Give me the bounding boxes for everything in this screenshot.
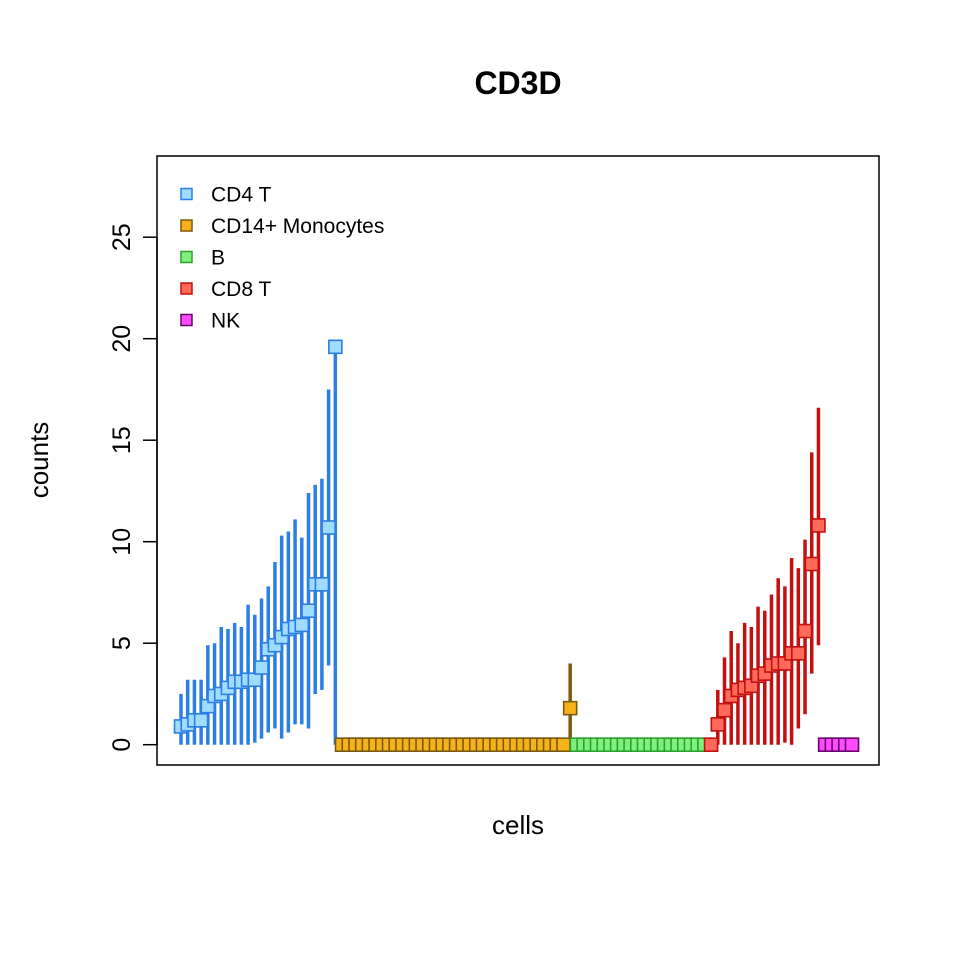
- nk-point: [844, 737, 860, 753]
- cd8-t-point: [703, 737, 719, 753]
- cd4-t-point: [301, 603, 316, 619]
- cd4-t-point: [328, 339, 343, 355]
- cd8-t-point: [797, 623, 813, 639]
- legend: CD4 T CD14+ Monocytes B CD8 T NK: [180, 184, 384, 333]
- cd4-t-point: [247, 672, 263, 688]
- y-axis-label: counts: [24, 422, 54, 499]
- y-tick-label: 10: [108, 528, 136, 556]
- legend-label-cd14-monocytes: CD14+ Monocytes: [211, 215, 384, 238]
- plot-frame: [156, 155, 880, 766]
- y-tick-label: 25: [108, 223, 136, 251]
- legend-swatch-cd8-t: [180, 282, 193, 295]
- y-axis: 0 5 10 15 20 25: [108, 223, 158, 752]
- cd8-t-point: [811, 518, 826, 533]
- cd14-monocytes-point: [556, 737, 571, 753]
- cd4-t-point: [314, 577, 330, 592]
- legend-swatch-cd4-t: [180, 187, 193, 201]
- legend-label-nk: NK: [211, 310, 240, 333]
- error-bars: [179, 346, 821, 745]
- cd14-monocytes-point: [562, 700, 578, 716]
- y-tick-label: 0: [108, 738, 136, 752]
- cd8-t-point: [717, 702, 732, 718]
- y-tick-label: 15: [108, 426, 136, 454]
- legend-label-b: B: [211, 247, 225, 270]
- legend-swatch-cd14-monocytes: [180, 219, 193, 232]
- y-tick-label: 5: [108, 636, 136, 650]
- cd4-t-point: [254, 660, 269, 675]
- data-points: [173, 339, 860, 753]
- cd4-t-point: [321, 520, 336, 535]
- legend-label-cd8-t: CD8 T: [211, 278, 271, 301]
- cd8-t-point: [791, 646, 806, 661]
- legend-swatch-b: [180, 250, 193, 264]
- chart-title: CD3D: [474, 65, 561, 101]
- cd8-t-point: [710, 717, 726, 732]
- cd4-t-point: [294, 617, 310, 633]
- legend-label-cd4-t: CD4 T: [211, 184, 271, 207]
- cd8-t-point: [804, 556, 820, 572]
- legend-swatch-nk: [180, 313, 193, 327]
- cd4-t-point: [193, 713, 209, 728]
- y-tick-label: 20: [108, 325, 136, 353]
- x-axis-label: cells: [492, 810, 544, 840]
